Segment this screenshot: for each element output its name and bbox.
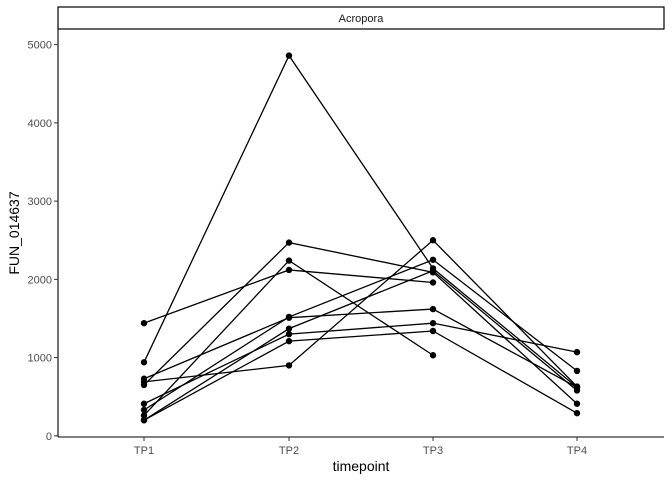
x-tick-label: TP2	[279, 445, 299, 457]
data-point	[429, 319, 437, 327]
facet-strip: Acropora	[57, 6, 665, 30]
data-point	[285, 362, 293, 369]
data-point	[285, 337, 293, 345]
series-line	[143, 308, 578, 388]
x-tick-label: TP3	[423, 445, 443, 457]
facet-strip-box	[57, 6, 665, 30]
series-line	[143, 259, 578, 411]
data-point	[429, 237, 437, 244]
series-line	[143, 322, 578, 405]
y-tick-label: 5000	[28, 40, 52, 52]
data-point	[573, 400, 581, 407]
y-tick-label: 1000	[28, 353, 52, 365]
series-6	[140, 319, 581, 407]
data-point	[573, 367, 581, 375]
data-point	[573, 409, 581, 417]
series-line	[143, 239, 578, 387]
y-axis: 0 1000 2000 3000 4000 5000	[28, 29, 59, 443]
data-point	[285, 313, 293, 321]
y-tick-label: 4000	[28, 118, 52, 130]
x-tick-label: TP4	[567, 445, 587, 457]
data-point	[140, 412, 148, 419]
data-point	[285, 239, 293, 246]
y-tick-label: 3000	[28, 196, 52, 208]
x-axis-title: timepoint	[333, 458, 390, 474]
data-point	[429, 267, 437, 274]
data-point	[140, 381, 148, 389]
data-point	[140, 406, 148, 414]
data-point	[285, 330, 293, 338]
data-point	[429, 256, 437, 263]
data-point	[140, 319, 148, 327]
series-8	[140, 257, 437, 419]
series-line	[143, 54, 578, 388]
data-point	[573, 348, 581, 356]
data-point	[140, 359, 148, 366]
series-line	[143, 330, 578, 421]
data-point	[285, 257, 293, 264]
data-point	[140, 400, 148, 407]
data-point	[429, 279, 437, 286]
data-point	[285, 266, 293, 274]
facet-label: Acropora	[339, 13, 385, 25]
data-point	[285, 52, 293, 59]
data-point	[429, 327, 437, 335]
data-point	[429, 352, 437, 359]
y-axis-title: FUN_014637	[6, 191, 22, 274]
y-tick-label: 2000	[28, 274, 52, 286]
y-tick-label: 0	[46, 431, 52, 443]
plot-area	[140, 52, 581, 424]
series-7	[140, 256, 581, 414]
series-10	[140, 327, 581, 424]
data-point	[429, 305, 437, 313]
data-point	[285, 325, 293, 332]
series-9	[140, 267, 581, 424]
x-axis: TP1 TP2 TP3 TP4	[58, 436, 664, 457]
series-line	[143, 270, 578, 421]
x-tick-label: TP1	[134, 445, 154, 457]
data-point	[573, 387, 581, 394]
data-point	[140, 416, 148, 424]
